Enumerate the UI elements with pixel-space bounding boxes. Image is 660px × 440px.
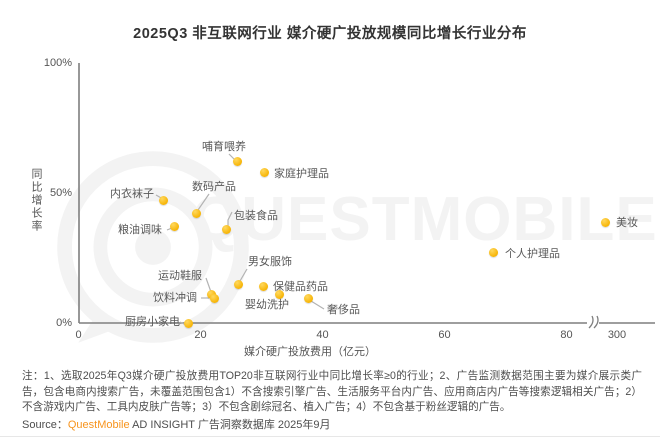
y-tick-label: 0% xyxy=(56,317,72,329)
data-point xyxy=(260,167,270,177)
data-point-label: 运动鞋服 xyxy=(158,270,202,282)
data-point xyxy=(303,294,313,304)
source-line: Source：QuestMobile AD INSIGHT 广告洞察数据库 20… xyxy=(22,416,642,432)
data-point xyxy=(222,224,232,234)
x-tick-label: 0 xyxy=(75,329,82,341)
data-point xyxy=(488,248,498,258)
footnotes: 注：1、选取2025年Q3媒介硬广投放费用TOP20非互联网行业中同比增长率≥0… xyxy=(22,370,642,413)
data-point-label: 奢侈品 xyxy=(327,304,360,316)
data-point xyxy=(183,318,193,328)
data-point xyxy=(232,157,242,167)
data-point-label: 数码产品 xyxy=(192,181,236,193)
x-tick-label: 40 xyxy=(316,329,329,341)
y-tick-label: 50% xyxy=(49,187,72,199)
data-point-label: 哺育喂养 xyxy=(202,141,246,153)
data-point-label: 个人护理品 xyxy=(505,248,560,260)
data-point-label: 粮油调味 xyxy=(118,224,162,236)
x-tick-label: 80 xyxy=(560,329,573,341)
questmobile-text-watermark: QUESTMOBILE xyxy=(192,185,658,254)
x-tick-label: 20 xyxy=(194,329,207,341)
x-axis-title: 媒介硬广投放费用（亿元） xyxy=(244,346,376,358)
questmobile-logo-watermark xyxy=(57,151,249,343)
data-point xyxy=(259,282,269,292)
data-point-label: 包装食品 xyxy=(234,210,278,222)
source-suffix: AD INSIGHT 广告洞察数据库 2025年9月 xyxy=(129,419,331,431)
chart-title: 2025Q3 非互联网行业 媒介硬广投放规模同比增长行业分布 xyxy=(133,26,527,42)
y-tick-label: 100% xyxy=(43,57,72,69)
data-point-label: 婴幼洗护 xyxy=(245,299,289,311)
data-point xyxy=(601,218,611,228)
data-point xyxy=(169,222,179,232)
data-point-label: 饮料冲调 xyxy=(153,292,197,304)
data-point-label: 男女服饰 xyxy=(248,256,292,268)
source-prefix: Source： xyxy=(22,419,68,431)
bottom-divider xyxy=(0,436,660,437)
x-tick-label: 60 xyxy=(438,329,451,341)
data-point xyxy=(275,289,285,299)
data-point-label: 厨房小家电 xyxy=(125,316,180,328)
data-point-label: 保健品药品 xyxy=(273,281,328,293)
x-tick-label: 300 xyxy=(607,329,627,341)
y-axis-title: 同比增长率 xyxy=(30,168,42,233)
data-point xyxy=(159,196,169,206)
data-point-label: 美妆 xyxy=(616,217,638,229)
data-point xyxy=(233,279,243,289)
data-point-label: 家庭护理品 xyxy=(274,168,329,180)
data-point xyxy=(191,209,201,219)
data-point xyxy=(210,293,220,303)
source-brand: QuestMobile xyxy=(67,419,130,431)
data-point-label: 内衣袜子 xyxy=(110,188,154,200)
